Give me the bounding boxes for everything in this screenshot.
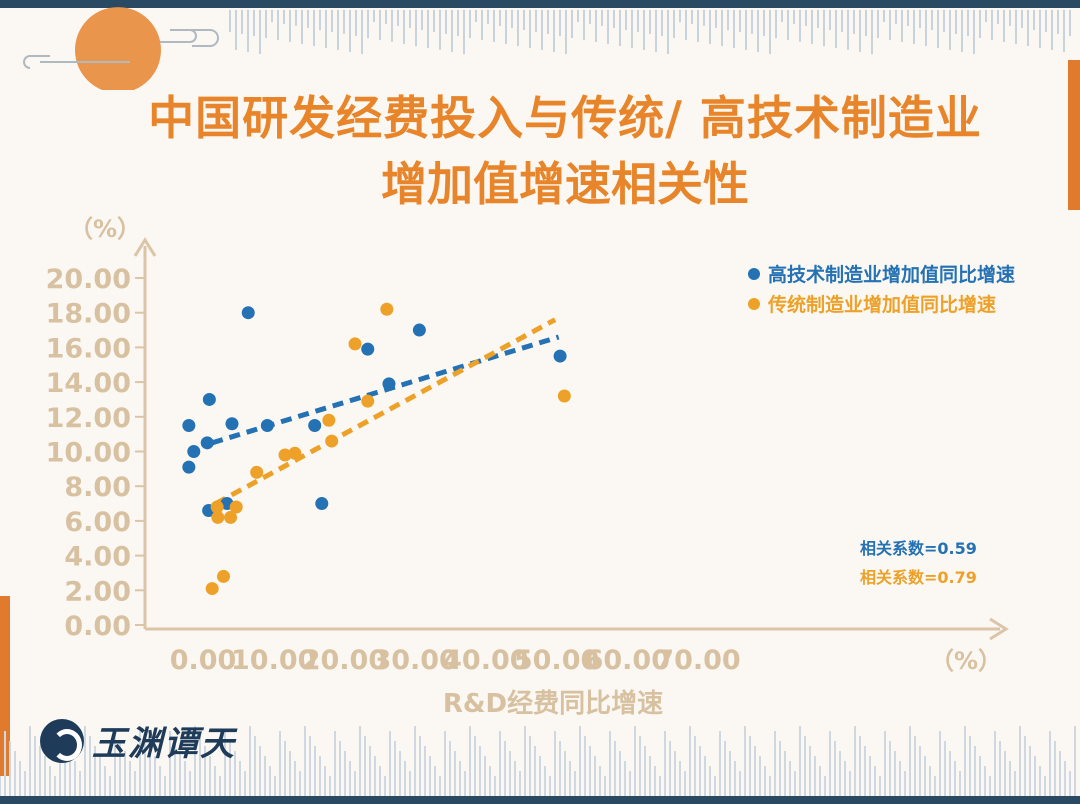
high-tech-point xyxy=(412,323,426,337)
top-stripe-pattern xyxy=(229,10,1071,54)
x-tick-label: 0.00 xyxy=(170,645,237,676)
high-tech-point xyxy=(382,377,396,391)
high-tech-point xyxy=(182,460,196,474)
y-tick-label: 12.00 xyxy=(46,403,131,434)
high-tech-point xyxy=(200,436,214,450)
traditional-point xyxy=(205,582,219,596)
y-tick-label: 8.00 xyxy=(64,472,131,503)
traditional-point xyxy=(380,302,394,316)
traditional-point xyxy=(229,500,243,514)
traditional-point xyxy=(361,394,375,408)
x-axis-arrow xyxy=(989,617,1009,641)
trendlines xyxy=(211,317,560,506)
page-title-line-1: 中国研发经费投入与传统/ 高技术制造业 xyxy=(148,91,982,145)
chart-axes: 0.002.004.006.008.0010.0012.0014.0016.00… xyxy=(46,215,1009,719)
high-tech-point xyxy=(260,418,274,432)
traditional-point xyxy=(288,446,302,460)
high-tech-point xyxy=(361,342,375,356)
correlation-labels: 相关系数=0.59 相关系数=0.79 xyxy=(860,539,977,587)
high-tech-point xyxy=(182,418,196,432)
traditional-point xyxy=(278,448,292,462)
y-tick-label: 14.00 xyxy=(46,368,131,399)
y-tick-label: 0.00 xyxy=(64,611,131,642)
high-tech-point xyxy=(241,306,255,320)
page-title-line-2: 增加值增速相关性 xyxy=(381,157,749,211)
high-tech-point xyxy=(225,417,239,431)
legend-marker xyxy=(748,268,760,280)
high-tech-point xyxy=(187,445,201,458)
brand-mark-icon xyxy=(40,718,84,763)
y-unit-label: （%） xyxy=(69,215,141,243)
cloud-swirl-decoration xyxy=(23,29,219,69)
legend-marker xyxy=(748,298,760,310)
x-tick-label: 10.00 xyxy=(231,645,316,676)
high-tech-point xyxy=(315,497,329,511)
traditional-point xyxy=(210,500,224,514)
traditional-point xyxy=(216,569,230,583)
traditional-point xyxy=(224,510,238,524)
brand-name: 玉渊谭天 xyxy=(92,724,236,764)
x-tick-label: 20.00 xyxy=(302,645,387,676)
x-tick-label: 70.00 xyxy=(655,645,740,676)
traditional-point xyxy=(325,434,339,448)
y-tick-label: 18.00 xyxy=(46,299,131,330)
y-tick-label: 4.00 xyxy=(64,542,131,573)
trendline xyxy=(214,317,557,506)
y-axis-arrow xyxy=(133,237,157,257)
x-tick-label: 30.00 xyxy=(372,645,457,676)
sun-circle-decoration xyxy=(75,7,161,90)
high-tech-point xyxy=(202,392,216,406)
traditional-point xyxy=(557,389,571,403)
legend-label: 传统制造业增加值同比增速 xyxy=(767,293,996,316)
brand-logo: 玉渊谭天 xyxy=(40,716,236,765)
high-tech-point xyxy=(553,349,567,363)
right-accent-bar xyxy=(1068,60,1080,210)
data-points xyxy=(182,302,571,596)
x-axis-title: R&D经费同比增速 xyxy=(443,688,663,719)
y-tick-label: 2.00 xyxy=(64,576,131,607)
traditional-point xyxy=(250,465,264,479)
x-tick-label: 50.00 xyxy=(514,645,599,676)
bottom-band xyxy=(0,796,1080,804)
traditional-point xyxy=(211,510,225,524)
y-tick-label: 10.00 xyxy=(46,438,131,469)
high-tech-point xyxy=(308,418,322,432)
y-tick-label: 16.00 xyxy=(46,333,131,364)
x-unit-label: （%） xyxy=(930,647,1002,675)
correlation-label: 相关系数=0.79 xyxy=(860,568,977,587)
left-accent-bar xyxy=(0,596,10,776)
bottom-stripe-pattern xyxy=(0,726,1076,796)
correlation-label: 相关系数=0.59 xyxy=(860,539,977,558)
x-tick-label: 40.00 xyxy=(443,645,528,676)
top-band xyxy=(0,0,1080,8)
legend-label: 高技术制造业增加值同比增速 xyxy=(768,263,1015,286)
top-decoration xyxy=(23,7,1071,90)
traditional-point xyxy=(348,337,362,351)
x-tick-label: 60.00 xyxy=(585,645,670,676)
traditional-point xyxy=(322,413,336,427)
y-tick-label: 6.00 xyxy=(64,507,131,538)
y-tick-label: 20.00 xyxy=(46,264,131,295)
